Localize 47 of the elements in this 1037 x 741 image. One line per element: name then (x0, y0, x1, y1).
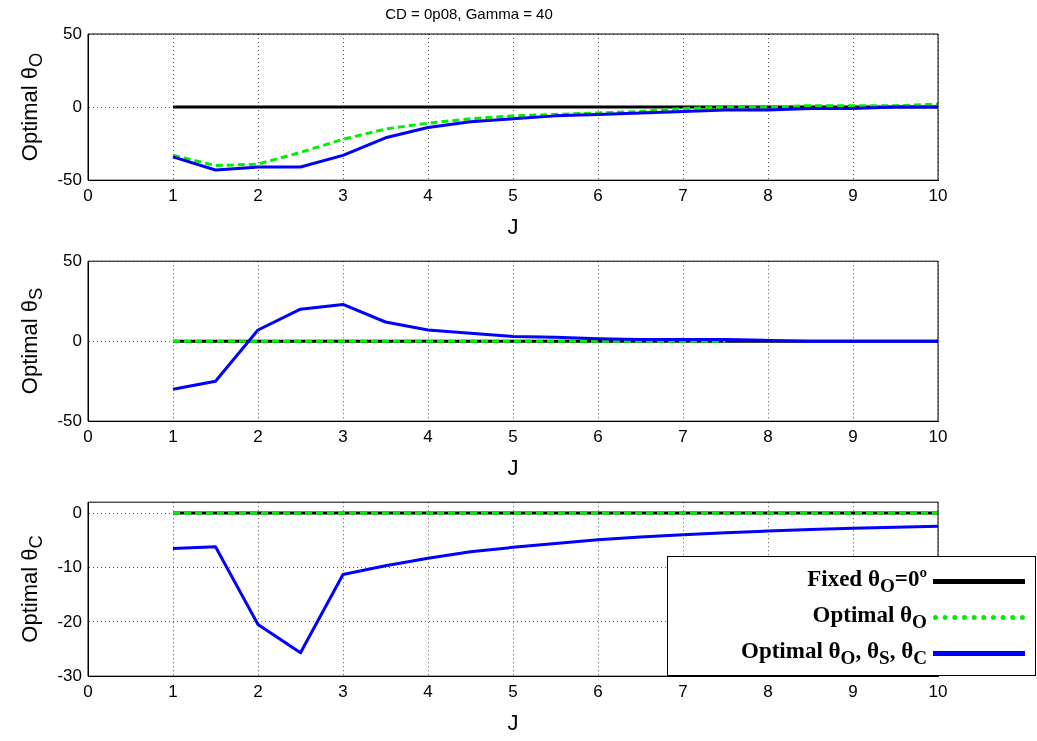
x-tick-label: 5 (508, 682, 518, 702)
x-tick-label: 6 (593, 427, 603, 447)
x-tick-label: 9 (848, 682, 858, 702)
x-tick-label: 6 (593, 186, 603, 206)
x-tick-label: 2 (253, 682, 263, 702)
y-tick-label: 0 (72, 502, 82, 522)
y-tick-label: 50 (63, 23, 82, 43)
y-tick-label: -20 (57, 611, 82, 631)
y-tick-label: -10 (57, 557, 82, 577)
x-tick-label: 9 (848, 427, 858, 447)
x-tick-label: 1 (168, 186, 178, 206)
legend-label: Optimal θ$_{O}$ (812, 601, 927, 633)
x-tick-label: 2 (253, 186, 263, 206)
x-tick-label: 2 (253, 427, 263, 447)
legend-label: Fixed θ$_{O}$=0º (807, 565, 927, 597)
x-tick-label: 10 (928, 186, 948, 206)
x-tick-label: 7 (678, 186, 688, 206)
x-tick-label: 5 (508, 427, 518, 447)
x-tick-label: 5 (508, 186, 518, 206)
x-tick-label: 4 (423, 682, 433, 702)
x-tick-label: 7 (678, 427, 688, 447)
legend-label: Optimal θ$_{O}$, θ$_{S}$, θ$_{C}$ (741, 637, 927, 669)
x-tick-label: 8 (763, 427, 773, 447)
x-tick-label: 10 (928, 682, 948, 702)
y-tick-label: -30 (57, 665, 82, 685)
x-tick-label: 3 (338, 186, 348, 206)
x-tick-label: 3 (338, 427, 348, 447)
x-axis-title: J (507, 213, 519, 239)
x-tick-label: 10 (928, 427, 948, 447)
x-tick-label: 8 (763, 682, 773, 702)
y-tick-label: 50 (63, 250, 82, 270)
x-tick-label: 6 (593, 682, 603, 702)
y-tick-label: 0 (72, 96, 82, 116)
chart-title: CD = 0p08, Gamma = 40 (385, 5, 553, 23)
x-tick-label: 3 (338, 682, 348, 702)
x-tick-label: 1 (168, 682, 178, 702)
x-axis-title: J (507, 454, 519, 480)
y-tick-label: 0 (72, 330, 82, 350)
x-tick-label: 4 (423, 186, 433, 206)
x-tick-label: 4 (423, 427, 433, 447)
x-axis-title: J (507, 709, 519, 735)
x-tick-label: 1 (168, 427, 178, 447)
y-tick-label: -50 (57, 169, 82, 189)
x-tick-label: 8 (763, 186, 773, 206)
x-tick-label: 9 (848, 186, 858, 206)
y-tick-label: -50 (57, 410, 82, 430)
x-tick-label: 7 (678, 682, 688, 702)
